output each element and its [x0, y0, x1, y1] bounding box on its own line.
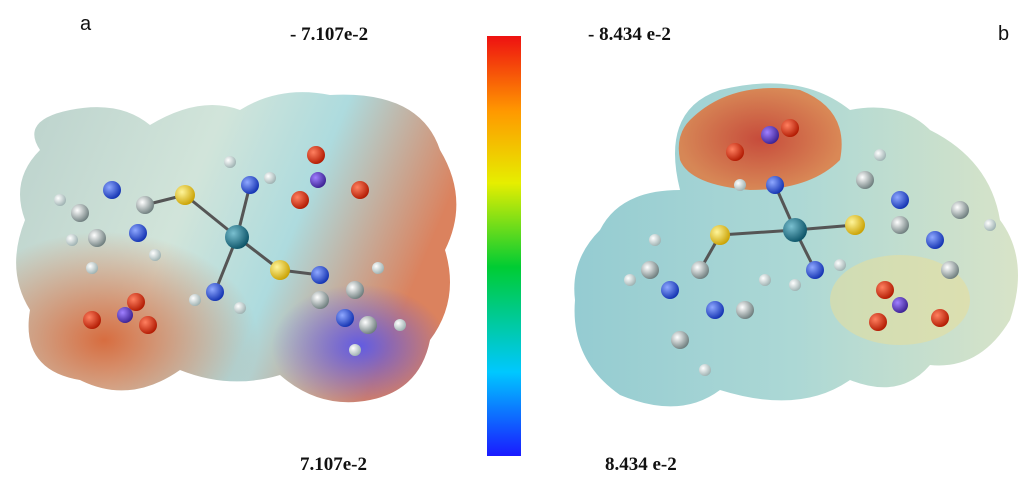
scale-max-label: - 8.434 e-2	[588, 24, 671, 45]
page: {"panels": [ {"label": "a", "top_label":…	[0, 0, 1031, 481]
panel-label: a	[80, 13, 92, 35]
figure: a - 7.107e-2 7.107e-2 b - 8.434 e-2 8.43…	[0, 0, 1031, 481]
scale-min-label: 8.434 e-2	[605, 454, 677, 475]
panel-label: b	[998, 23, 1009, 45]
scale-max-label: - 7.107e-2	[290, 24, 368, 45]
color-scale	[487, 36, 521, 456]
scale-min-label: 7.107e-2	[300, 454, 367, 475]
